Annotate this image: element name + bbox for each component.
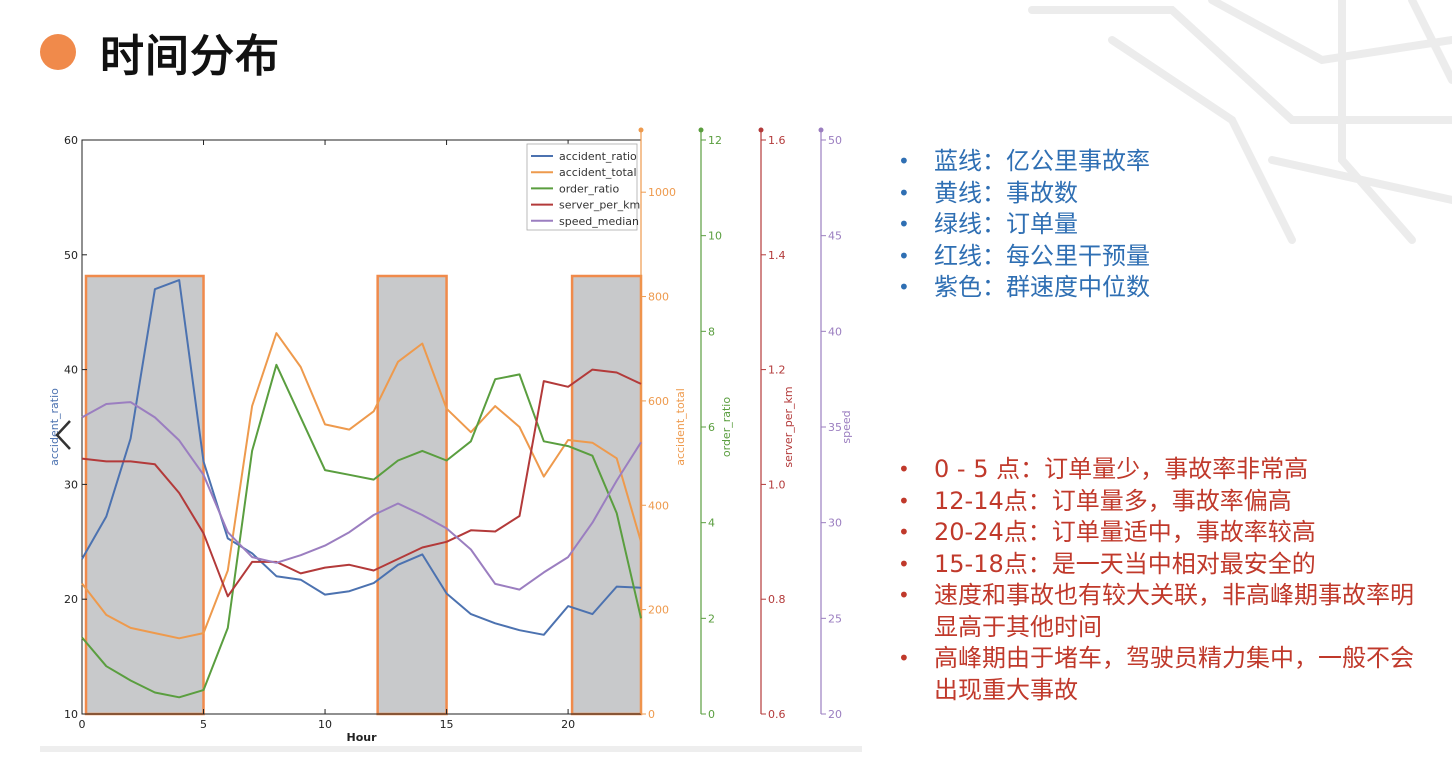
axis-end-marker (818, 127, 824, 133)
legend-entry: speed_median (559, 215, 639, 228)
prev-slide-arrow-icon[interactable] (52, 418, 74, 452)
secondary-tick-label: 0.8 (768, 593, 786, 606)
observation-item: 速度和事故也有较大关联，非高峰期事故率明显高于其他时间 (898, 580, 1418, 643)
secondary-tick-label: 10 (708, 230, 722, 243)
legend-entry: server_per_km (559, 199, 640, 212)
axis-end-marker (758, 127, 764, 133)
series-line-speed_median (81, 401, 642, 591)
axis-end-marker (698, 127, 704, 133)
secondary-axis-label: speed (840, 410, 853, 443)
axis-end-marker (638, 127, 644, 133)
secondary-tick-label: 8 (708, 325, 715, 338)
note-purple-line: 紫色：群速度中位数 (898, 272, 1150, 304)
secondary-tick-label: 25 (828, 612, 842, 625)
series-line-order_ratio (81, 363, 642, 699)
line-color-legend-notes: 蓝线：亿公里事故率 黄线：事故数 绿线：订单量 红线：每公里干预量 紫色：群速度… (898, 146, 1150, 304)
highlight-range (84, 274, 205, 716)
secondary-tick-label: 0 (708, 708, 715, 721)
y-axis-label: accident_ratio (48, 388, 61, 466)
note-yellow-line: 黄线：事故数 (898, 178, 1150, 210)
secondary-tick-label: 800 (648, 291, 669, 304)
x-tick-label: 10 (318, 718, 332, 731)
note-green-line: 绿线：订单量 (898, 209, 1150, 241)
x-tick-label: 15 (440, 718, 454, 731)
secondary-tick-label: 200 (648, 604, 669, 617)
secondary-tick-label: 1.2 (768, 364, 786, 377)
series-line-accident_total (81, 332, 642, 640)
observation-item: 高峰期由于堵车，驾驶员精力集中，一般不会出现重大事故 (898, 643, 1418, 706)
page-title: 时间分布 (100, 31, 280, 82)
y-tick-label: 10 (64, 708, 78, 721)
x-tick-label: 20 (561, 718, 575, 731)
observation-item: 0 - 5 点：订单量少，事故率非常高 (898, 454, 1418, 486)
y-tick-label: 40 (64, 364, 78, 377)
x-tick-label: 5 (200, 718, 207, 731)
secondary-axis-label: accident_total (674, 388, 687, 466)
secondary-tick-label: 1.0 (768, 478, 786, 491)
secondary-tick-label: 400 (648, 499, 669, 512)
secondary-tick-label: 4 (708, 517, 715, 530)
secondary-tick-label: 0.6 (768, 708, 786, 721)
observation-item: 20-24点：订单量适中，事故率较高 (898, 517, 1418, 549)
secondary-tick-label: 0 (648, 708, 655, 721)
y-tick-label: 50 (64, 249, 78, 262)
secondary-tick-label: 1.4 (768, 249, 786, 262)
multi-axis-line-chart: 0 5 10 15 20Hour102030405060accident_ratio02… (48, 127, 853, 744)
chart-shadow (40, 746, 862, 752)
note-red-line: 红线：每公里干预量 (898, 241, 1150, 273)
secondary-tick-label: 2 (708, 612, 715, 625)
note-blue-line: 蓝线：亿公里事故率 (898, 146, 1150, 178)
observation-item: 12-14点：订单量多，事故率偏高 (898, 486, 1418, 518)
y-tick-label: 20 (64, 593, 78, 606)
secondary-tick-label: 1000 (648, 186, 676, 199)
secondary-axis-label: order_ratio (720, 397, 733, 457)
secondary-tick-label: 35 (828, 421, 842, 434)
legend-entry: accident_total (559, 166, 637, 179)
background-pattern (1028, 0, 1452, 244)
observation-notes: 0 - 5 点：订单量少，事故率非常高 12-14点：订单量多，事故率偏高 20… (898, 454, 1418, 706)
secondary-tick-label: 50 (828, 134, 842, 147)
highlight-range (376, 274, 448, 716)
page-header: 时间分布 (40, 20, 280, 84)
observation-item: 15-18点：是一天当中相对最安全的 (898, 549, 1418, 581)
legend-entry: accident_ratio (559, 150, 637, 163)
secondary-tick-label: 12 (708, 134, 722, 147)
highlight-range (570, 274, 643, 716)
secondary-tick-label: 20 (828, 708, 842, 721)
y-tick-label: 30 (64, 478, 78, 491)
y-tick-label: 60 (64, 134, 78, 147)
chart-legend (526, 143, 638, 231)
chart-panel: 0 5 10 15 20 Hour 10 20 30 40 50 60 accident_ratio 0 2… (0, 120, 870, 760)
x-axis-label: Hour (346, 731, 377, 744)
secondary-tick-label: 600 (648, 395, 669, 408)
title-bullet-icon (40, 34, 76, 70)
legend-entry: order_ratio (559, 182, 619, 195)
secondary-axis-label: server_per_km (782, 386, 795, 467)
x-tick-label: 0 (79, 718, 86, 731)
series-line-accident_ratio (81, 279, 642, 636)
secondary-tick-label: 40 (828, 325, 842, 338)
secondary-tick-label: 6 (708, 421, 715, 434)
secondary-tick-label: 45 (828, 230, 842, 243)
secondary-tick-label: 1.6 (768, 134, 786, 147)
secondary-tick-label: 30 (828, 517, 842, 530)
series-line-server_per_km (81, 368, 642, 598)
